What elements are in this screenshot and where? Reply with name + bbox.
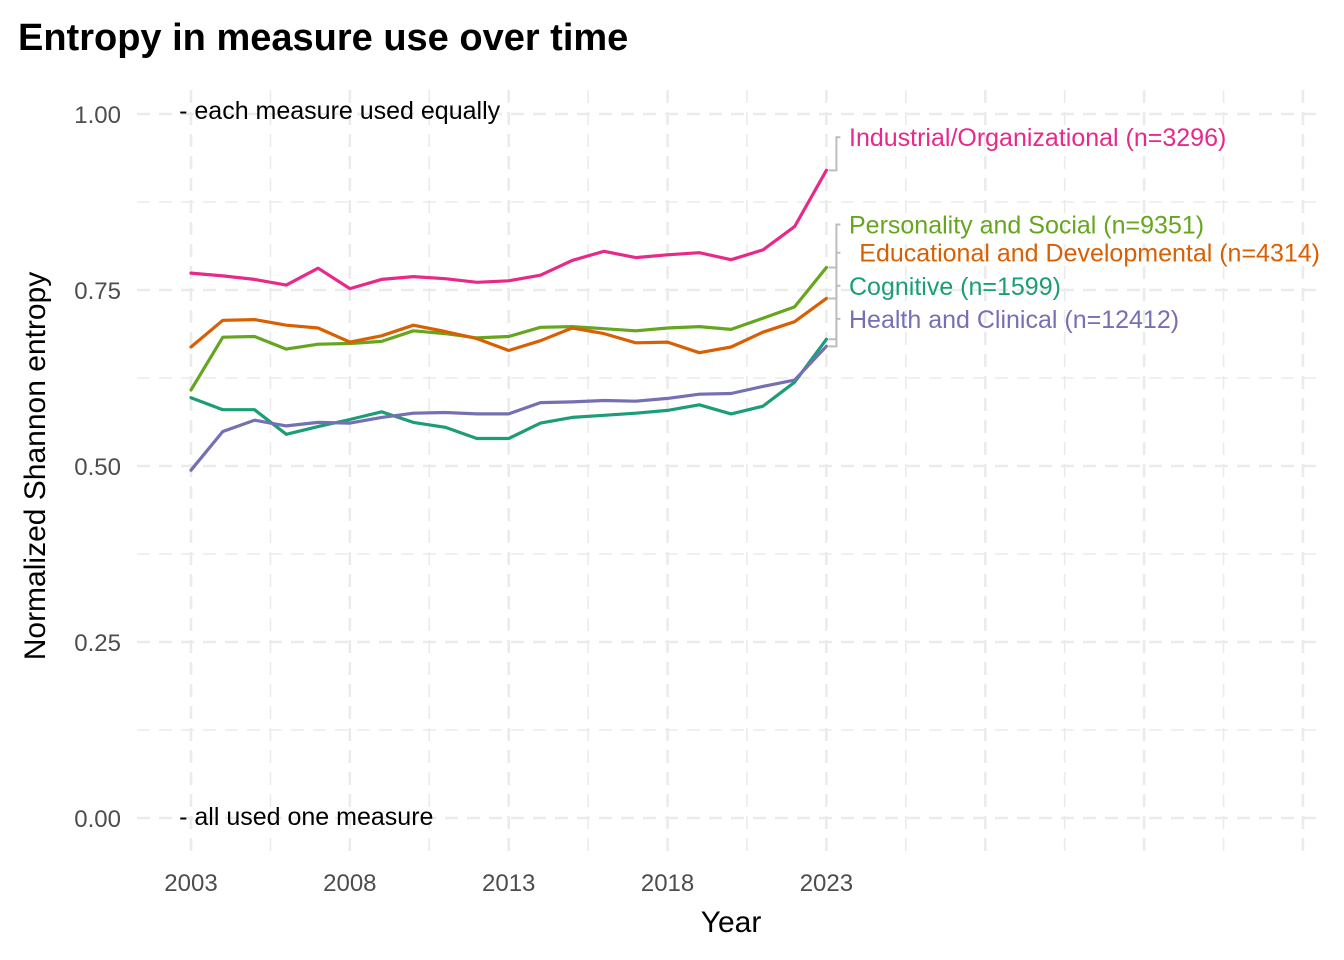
label-leader — [828, 136, 841, 172]
series-line — [189, 337, 829, 441]
x-tick-label: 2023 — [800, 870, 853, 897]
y-tick-label: 0.00 — [74, 806, 121, 833]
series-labels: Industrial/Organizational (n=3296) Person… — [849, 124, 1320, 334]
x-axis-title: Year — [701, 906, 762, 939]
series-label: Health and Clinical (n=12412) — [849, 306, 1179, 334]
gridlines — [137, 90, 1318, 852]
x-tick-label: 2013 — [482, 870, 535, 897]
y-tick-label: 0.25 — [74, 630, 121, 657]
series-line — [189, 168, 829, 291]
series-label: Educational and Developmental (n=4314) — [859, 240, 1320, 268]
label-leader — [828, 223, 841, 269]
x-tick-label: 2003 — [164, 870, 217, 897]
x-tick-label: 2018 — [641, 870, 694, 897]
series-label: Cognitive (n=1599) — [849, 273, 1061, 301]
reference-annotations: - each measure used equally - all used on… — [179, 97, 501, 831]
series-label: Industrial/Organizational (n=3296) — [849, 124, 1226, 152]
x-axis-ticks: 2003 2008 2013 2018 2023 — [164, 870, 853, 897]
series-lines — [189, 168, 829, 472]
series-label: Personality and Social (n=9351) — [849, 212, 1204, 240]
y-tick-label: 0.50 — [74, 454, 121, 481]
label-leader-lines — [828, 136, 841, 348]
chart-title: Entropy in measure use over time — [18, 17, 628, 59]
x-tick-label: 2008 — [323, 870, 376, 897]
y-tick-label: 1.00 — [74, 102, 121, 129]
series-line — [189, 265, 829, 392]
reference-annotation: - each measure used equally — [179, 97, 501, 125]
label-leader — [828, 284, 841, 341]
y-axis-ticks: 0.00 0.25 0.50 0.75 1.00 — [74, 102, 121, 833]
series-line — [189, 296, 829, 355]
reference-annotation: - all used one measure — [179, 803, 433, 831]
y-tick-label: 0.75 — [74, 278, 121, 305]
y-axis-title: Normalized Shannon entropy — [19, 272, 52, 661]
label-leader — [828, 317, 841, 348]
label-leader — [828, 251, 841, 300]
series-line — [189, 344, 829, 472]
